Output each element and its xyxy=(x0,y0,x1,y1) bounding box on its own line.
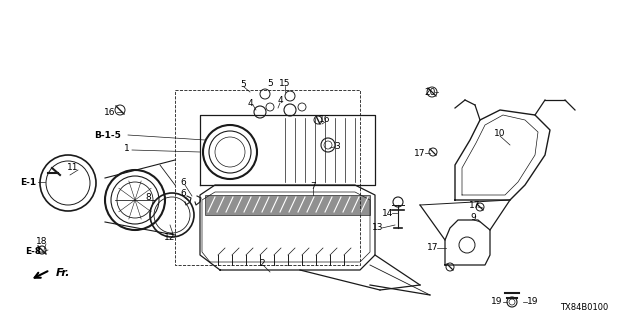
Text: 4: 4 xyxy=(247,99,253,108)
Text: 17: 17 xyxy=(428,244,439,252)
Text: 11: 11 xyxy=(67,163,79,172)
Text: 20: 20 xyxy=(424,87,436,97)
Text: TX84B0100: TX84B0100 xyxy=(560,303,608,312)
Text: 2: 2 xyxy=(259,259,265,268)
Text: 7: 7 xyxy=(310,181,316,190)
Text: 10: 10 xyxy=(494,129,506,138)
Text: 12: 12 xyxy=(164,233,176,242)
Text: 16: 16 xyxy=(104,108,116,116)
Text: 13: 13 xyxy=(372,223,384,233)
Text: 19: 19 xyxy=(492,298,503,307)
Text: 3: 3 xyxy=(334,141,340,150)
Text: 6: 6 xyxy=(180,178,186,187)
Text: 1: 1 xyxy=(124,143,130,153)
Text: E-1: E-1 xyxy=(20,178,36,187)
Text: 4: 4 xyxy=(277,95,283,105)
Text: 15: 15 xyxy=(279,78,291,87)
Text: Fr.: Fr. xyxy=(56,268,70,278)
Text: 17: 17 xyxy=(414,148,426,157)
Text: 5: 5 xyxy=(267,78,273,87)
Text: 9: 9 xyxy=(470,213,476,222)
Text: B-1-5: B-1-5 xyxy=(95,131,122,140)
Text: 14: 14 xyxy=(382,209,394,218)
Text: 18: 18 xyxy=(36,237,48,246)
Text: 5: 5 xyxy=(240,79,246,89)
Text: 8: 8 xyxy=(145,193,151,202)
Text: 6: 6 xyxy=(180,189,186,198)
Text: 19: 19 xyxy=(527,298,539,307)
Text: 16: 16 xyxy=(319,115,331,124)
Polygon shape xyxy=(205,195,370,215)
Text: E-8: E-8 xyxy=(25,247,41,257)
Text: 17: 17 xyxy=(469,202,481,211)
